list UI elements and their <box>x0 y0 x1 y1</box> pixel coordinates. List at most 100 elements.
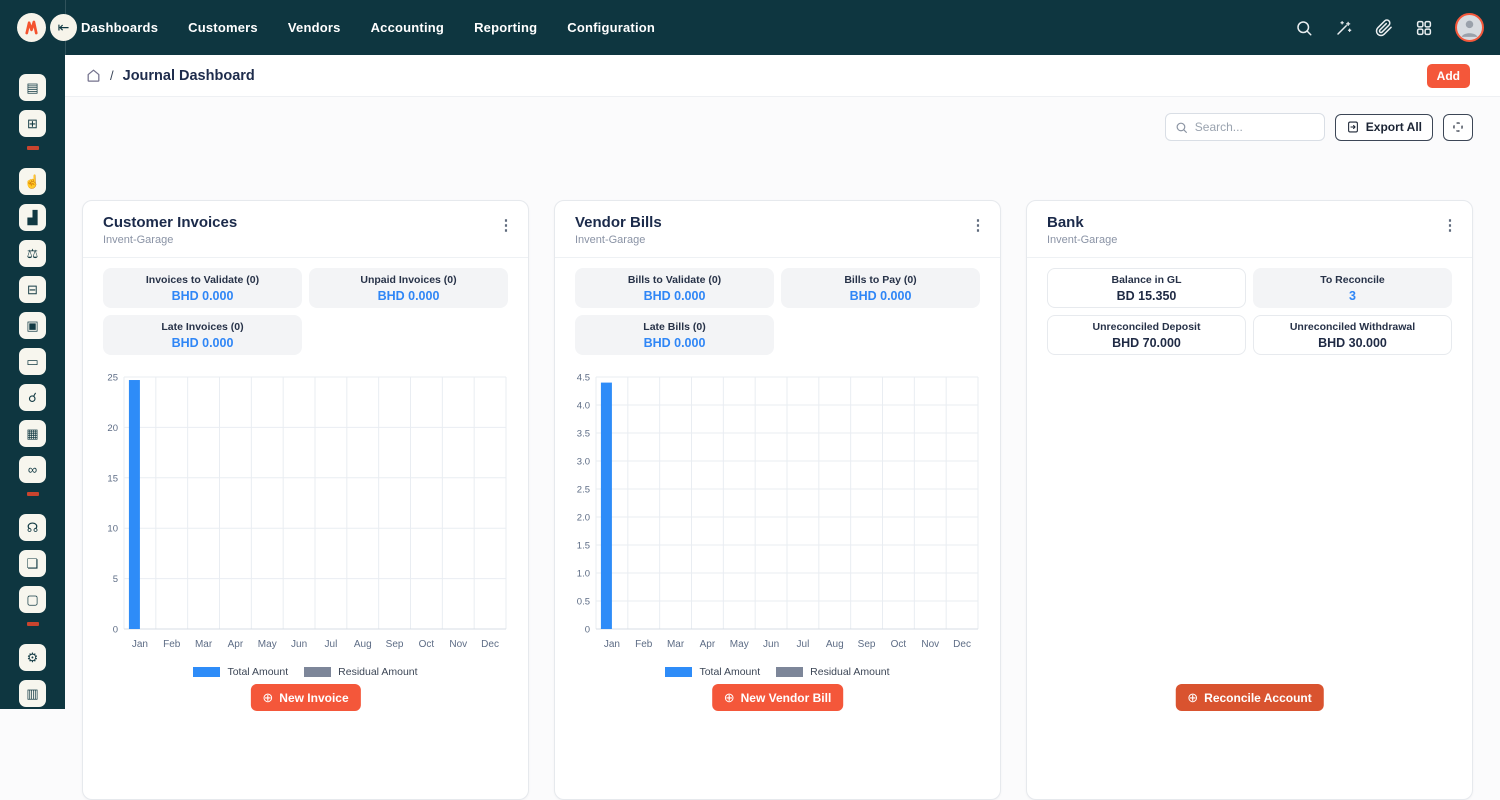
kebab-menu-icon[interactable]: ⋮ <box>1440 215 1460 235</box>
card-stats: Invoices to Validate (0) BHD 0.000 Unpaid … <box>83 258 528 365</box>
kebab-menu-icon[interactable]: ⋮ <box>496 215 516 235</box>
svg-text:15: 15 <box>107 473 118 484</box>
stat-value: BD 15.350 <box>1116 288 1177 303</box>
menu-item-reporting[interactable]: Reporting <box>474 20 538 35</box>
stat-label: Bills to Pay (0) <box>844 273 917 286</box>
paperclip-icon[interactable] <box>1375 18 1393 37</box>
breadcrumb: / Journal Dashboard Add <box>65 55 1500 97</box>
plus-circle-icon: ⊕ <box>262 690 274 705</box>
sidebar-folder-documents-icon[interactable]: ❏ <box>19 550 46 577</box>
sidebar-car-icon[interactable]: ∞ <box>19 456 46 483</box>
card-customer-invoices: Customer Invoices Invent-Garage ⋮ Invoic… <box>82 200 529 800</box>
kebab-menu-icon[interactable]: ⋮ <box>968 215 988 235</box>
sidebar-monitor-icon[interactable]: ▢ <box>19 586 46 613</box>
card-header: Vendor Bills Invent-Garage ⋮ <box>555 201 1000 258</box>
sidebar-hand-payment-icon[interactable]: ☝ <box>19 168 46 195</box>
stat-value: BHD 0.000 <box>171 288 234 303</box>
stat-value: BHD 70.000 <box>1112 335 1181 350</box>
stat-box[interactable]: Balance in GL BD 15.350 <box>1047 268 1246 308</box>
stat-box[interactable]: Invoices to Validate (0) BHD 0.000 <box>103 268 302 308</box>
sidebar-calendar-check-icon[interactable]: ▦ <box>19 420 46 447</box>
menu-item-customers[interactable]: Customers <box>188 20 258 35</box>
stat-box[interactable]: Unpaid Invoices (0) BHD 0.000 <box>309 268 508 308</box>
stat-label: Bills to Validate (0) <box>627 273 722 286</box>
search-icon[interactable] <box>1295 19 1313 37</box>
stat-box[interactable]: Late Bills (0) BHD 0.000 <box>575 315 774 355</box>
svg-text:3.0: 3.0 <box>577 457 590 468</box>
sidebar-chart-growth-icon[interactable]: ▟ <box>19 204 46 231</box>
svg-text:Mar: Mar <box>667 639 685 650</box>
card-subtitle: Invent-Garage <box>103 234 174 246</box>
new-vendor-bill-button[interactable]: ⊕ New Vendor Bill <box>711 684 844 711</box>
export-file-icon <box>1347 121 1358 133</box>
home-icon[interactable] <box>86 68 101 83</box>
plus-circle-icon: ⊕ <box>723 690 735 705</box>
stat-box[interactable]: Unreconciled Deposit BHD 70.000 <box>1047 315 1246 355</box>
svg-text:Nov: Nov <box>449 639 467 650</box>
legend-swatch <box>776 667 804 677</box>
menu-item-vendors[interactable]: Vendors <box>287 20 341 35</box>
apps-grid-icon[interactable] <box>1415 19 1433 37</box>
stat-value: BHD 0.000 <box>377 288 440 303</box>
legend-label: Residual Amount <box>338 666 418 678</box>
sidebar-card-reader-icon[interactable]: ▥ <box>19 680 46 707</box>
stat-box[interactable]: To Reconcile 3 <box>1253 268 1452 308</box>
stat-value: BHD 0.000 <box>643 288 706 303</box>
card-vendor-bills: Vendor Bills Invent-Garage ⋮ Bills to Va… <box>554 200 1001 800</box>
sidebar-journal-icon[interactable]: ▤ <box>19 74 46 101</box>
svg-text:1.0: 1.0 <box>577 569 590 580</box>
action-label: New Invoice <box>279 690 349 705</box>
sidebar-scale-balance-icon[interactable]: ⚖ <box>19 240 46 267</box>
reconcile-account-button[interactable]: ⊕ Reconcile Account <box>1175 684 1324 711</box>
stat-box[interactable]: Unreconciled Withdrawal BHD 30.000 <box>1253 315 1452 355</box>
magic-wand-icon[interactable] <box>1335 19 1353 37</box>
sidebar-headphones-support-icon[interactable]: ☊ <box>19 514 46 541</box>
card-subtitle: Invent-Garage <box>575 234 646 246</box>
user-avatar[interactable] <box>1455 13 1484 42</box>
action-label: Reconcile Account <box>1204 690 1312 705</box>
add-button[interactable]: Add <box>1426 63 1470 88</box>
legend-swatch <box>193 667 221 677</box>
svg-text:0: 0 <box>113 625 118 636</box>
search-input[interactable] <box>1194 120 1315 134</box>
main-content: / Journal Dashboard Add Export All C <box>65 55 1500 800</box>
svg-text:0.5: 0.5 <box>577 597 590 608</box>
export-all-label: Export All <box>1365 120 1422 134</box>
new-invoice-button[interactable]: ⊕ New Invoice <box>250 684 361 711</box>
app-logo[interactable] <box>17 13 46 42</box>
stat-label: Unreconciled Withdrawal <box>1289 320 1416 333</box>
export-all-button[interactable]: Export All <box>1334 113 1433 141</box>
left-sidebar: ▤ ⊞ ☝ ▟ ⚖ ⊟ ▣ ▭ ☌ ▦ ∞ ☊ ❏ ▢ ⚙ ▥ <box>0 0 65 709</box>
search-icon <box>1176 122 1187 133</box>
brand-mark-icon <box>25 20 38 35</box>
sidebar-cash-register-icon[interactable]: ▭ <box>19 348 46 375</box>
svg-text:0: 0 <box>585 625 590 636</box>
sidebar-customer-search-icon[interactable]: ☌ <box>19 384 46 411</box>
stat-box[interactable]: Bills to Validate (0) BHD 0.000 <box>575 268 774 308</box>
card-stats: Bills to Validate (0) BHD 0.000 Bills to P… <box>555 258 1000 365</box>
stat-box[interactable]: Bills to Pay (0) BHD 0.000 <box>781 268 980 308</box>
stat-label: Balance in GL <box>1111 273 1182 286</box>
sidebar-invoice-calculator-icon[interactable]: ⊞ <box>19 110 46 137</box>
svg-text:Jan: Jan <box>604 639 620 650</box>
svg-text:10: 10 <box>107 524 118 535</box>
menu-item-accounting[interactable]: Accounting <box>370 20 445 35</box>
sidebar-clipboard-calculator-icon[interactable]: ⊟ <box>19 276 46 303</box>
sidebar-package-icon[interactable]: ▣ <box>19 312 46 339</box>
svg-text:2.5: 2.5 <box>577 485 590 496</box>
stat-label: To Reconcile <box>1320 273 1385 286</box>
expand-view-button[interactable] <box>1443 113 1473 141</box>
menu-item-configuration[interactable]: Configuration <box>567 20 656 35</box>
menu-item-dashboards[interactable]: Dashboards <box>81 20 159 35</box>
stat-box[interactable]: Late Invoices (0) BHD 0.000 <box>103 315 302 355</box>
svg-text:Jul: Jul <box>325 639 338 650</box>
card-title: Bank <box>1047 214 1084 231</box>
svg-text:Apr: Apr <box>700 639 716 650</box>
sidebar-collapse-button[interactable]: ⇤ <box>50 14 77 41</box>
svg-text:Dec: Dec <box>953 639 971 650</box>
stat-label: Unpaid Invoices (0) <box>360 273 457 286</box>
stat-label: Unreconciled Deposit <box>1092 320 1201 333</box>
sidebar-settings-gear-icon[interactable]: ⚙ <box>19 644 46 671</box>
plus-circle-icon: ⊕ <box>1187 690 1199 705</box>
card-title: Customer Invoices <box>103 214 238 231</box>
